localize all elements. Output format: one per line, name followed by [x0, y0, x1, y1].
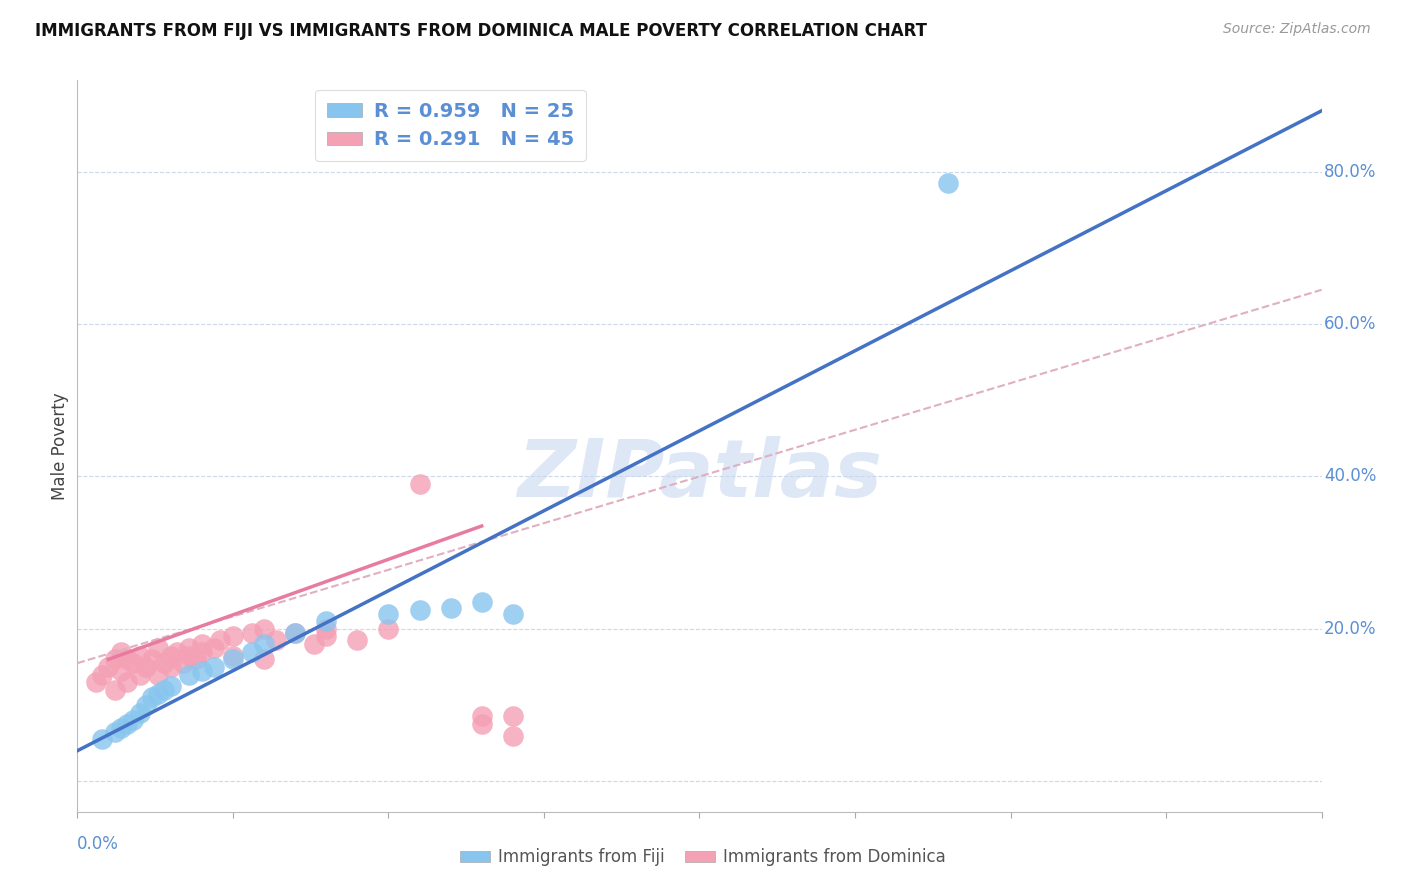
Point: [110, 645, 132, 659]
Text: IMMIGRANTS FROM FIJI VS IMMIGRANTS FROM DOMINICA MALE POVERTY CORRELATION CHART: IMMIGRANTS FROM FIJI VS IMMIGRANTS FROM …: [35, 22, 927, 40]
Point: [104, 682, 127, 697]
Point: [115, 675, 138, 690]
Y-axis label: Male Poverty: Male Poverty: [51, 392, 69, 500]
Point: [135, 698, 157, 712]
Point: [148, 640, 170, 655]
Point: [128, 706, 150, 720]
Point: [502, 729, 524, 743]
Point: [104, 724, 127, 739]
Legend: R = 0.959   N = 25, R = 0.291   N = 45: R = 0.959 N = 25, R = 0.291 N = 45: [315, 90, 586, 161]
Point: [253, 622, 276, 636]
Text: ZIPatlas: ZIPatlas: [517, 436, 882, 515]
Point: [408, 477, 430, 491]
Point: [179, 667, 201, 681]
Point: [159, 648, 181, 663]
Point: [302, 637, 325, 651]
Point: [166, 645, 188, 659]
Point: [471, 709, 494, 723]
Point: [253, 637, 276, 651]
Point: [179, 648, 201, 663]
Point: [128, 648, 150, 663]
Point: [153, 656, 176, 670]
Point: [104, 652, 127, 666]
Text: 0.0%: 0.0%: [77, 835, 120, 853]
Legend: Immigrants from Fiji, Immigrants from Dominica: Immigrants from Fiji, Immigrants from Do…: [453, 842, 953, 873]
Point: [266, 633, 288, 648]
Point: [502, 607, 524, 621]
Point: [153, 682, 176, 697]
Text: 20.0%: 20.0%: [1324, 620, 1376, 638]
Point: [222, 630, 245, 644]
Point: [202, 660, 225, 674]
Point: [122, 656, 145, 670]
Point: [115, 652, 138, 666]
Point: [471, 717, 494, 731]
Text: 60.0%: 60.0%: [1324, 315, 1376, 333]
Point: [209, 633, 232, 648]
Point: [346, 633, 368, 648]
Point: [502, 709, 524, 723]
Point: [202, 640, 225, 655]
Point: [128, 667, 150, 681]
Point: [222, 652, 245, 666]
Point: [110, 664, 132, 678]
Point: [172, 656, 194, 670]
Point: [141, 690, 163, 705]
Point: [253, 652, 276, 666]
Point: [408, 603, 430, 617]
Point: [471, 595, 494, 609]
Point: [377, 622, 399, 636]
Point: [148, 667, 170, 681]
Point: [191, 637, 214, 651]
Point: [135, 660, 157, 674]
Text: 40.0%: 40.0%: [1324, 467, 1376, 485]
Point: [222, 648, 245, 663]
Point: [97, 660, 120, 674]
Point: [184, 652, 207, 666]
Point: [440, 600, 463, 615]
Point: [141, 652, 163, 666]
Point: [938, 176, 960, 190]
Point: [315, 614, 337, 628]
Text: 80.0%: 80.0%: [1324, 162, 1376, 181]
Point: [148, 687, 170, 701]
Point: [159, 660, 181, 674]
Point: [191, 664, 214, 678]
Point: [91, 667, 114, 681]
Point: [284, 625, 307, 640]
Point: [91, 732, 114, 747]
Point: [84, 675, 107, 690]
Point: [115, 717, 138, 731]
Point: [377, 607, 399, 621]
Text: Source: ZipAtlas.com: Source: ZipAtlas.com: [1223, 22, 1371, 37]
Point: [315, 622, 337, 636]
Point: [240, 645, 263, 659]
Point: [191, 645, 214, 659]
Point: [240, 625, 263, 640]
Point: [110, 721, 132, 735]
Point: [122, 714, 145, 728]
Point: [284, 625, 307, 640]
Point: [159, 679, 181, 693]
Point: [315, 630, 337, 644]
Point: [179, 640, 201, 655]
